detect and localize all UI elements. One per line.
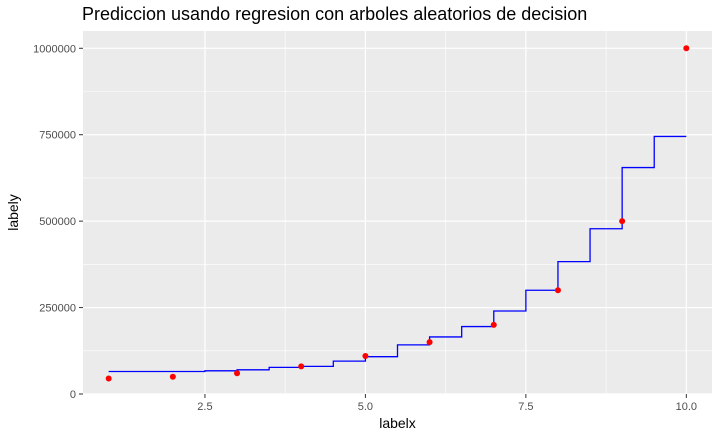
- x-tick-label: 7.5: [518, 401, 533, 413]
- data-point: [490, 321, 497, 328]
- data-point: [234, 370, 241, 377]
- data-point: [169, 373, 176, 380]
- x-tick-label: 5.0: [358, 401, 373, 413]
- y-tick-label: 250000: [39, 303, 76, 315]
- data-point: [619, 218, 626, 225]
- chart-title: Prediccion usando regresion con arboles …: [82, 4, 587, 24]
- data-points: [105, 45, 690, 382]
- y-tick-label: 500000: [39, 216, 76, 228]
- x-axis-title: labelx: [379, 415, 416, 431]
- x-tick-label: 10.0: [676, 401, 697, 413]
- y-tick-label: 750000: [39, 130, 76, 142]
- data-point: [298, 363, 305, 370]
- y-axis-title: labely: [5, 194, 21, 231]
- y-axis: 0 250000 500000 750000 1000000: [33, 43, 83, 401]
- y-tick-label: 1000000: [33, 43, 76, 55]
- data-point: [426, 339, 433, 346]
- data-point: [362, 352, 369, 359]
- x-tick-label: 2.5: [197, 401, 212, 413]
- data-point: [683, 45, 690, 52]
- plot-panel: [83, 31, 712, 394]
- x-axis: 2.5 5.0 7.5 10.0: [197, 394, 697, 413]
- grid-minor: [83, 31, 712, 394]
- data-point: [554, 287, 561, 294]
- y-tick-label: 0: [70, 389, 76, 401]
- grid-major: [83, 31, 712, 395]
- data-point: [105, 375, 112, 382]
